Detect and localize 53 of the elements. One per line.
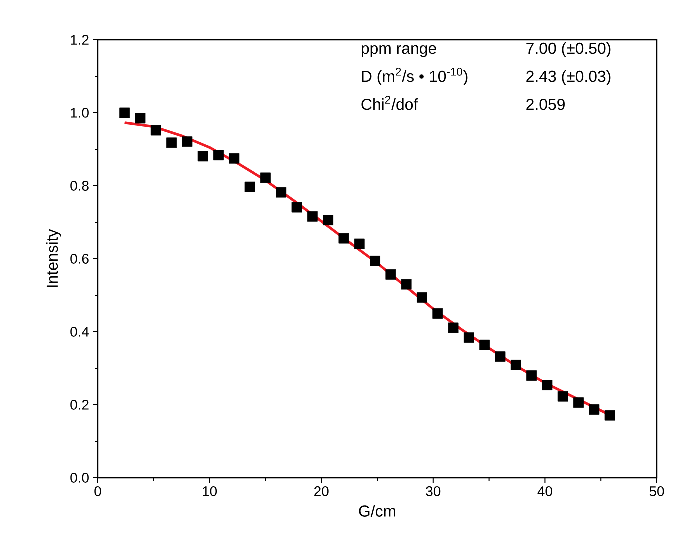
point bbox=[198, 151, 208, 162]
point bbox=[166, 138, 177, 148]
point bbox=[448, 322, 459, 334]
point bbox=[495, 352, 506, 362]
annotation: ppm range bbox=[362, 45, 436, 58]
y-tick-label: 1.2 bbox=[71, 35, 89, 45]
point bbox=[229, 153, 240, 164]
point bbox=[182, 136, 193, 148]
point bbox=[370, 256, 380, 266]
point bbox=[464, 332, 474, 344]
point bbox=[386, 269, 396, 280]
annotation: 2.059 bbox=[526, 98, 565, 110]
point bbox=[401, 279, 412, 290]
y-tick-label: 0.4 bbox=[70, 327, 90, 337]
point bbox=[526, 370, 537, 381]
point bbox=[558, 391, 568, 402]
y-tick-label: 0.0 bbox=[70, 473, 89, 483]
point bbox=[292, 202, 302, 213]
y-tick-label: 1.0 bbox=[71, 108, 89, 118]
point bbox=[323, 215, 334, 226]
point bbox=[574, 398, 584, 408]
point bbox=[135, 113, 146, 124]
y-tick-label: 0.8 bbox=[70, 181, 89, 191]
x-tick-label: 20 bbox=[314, 486, 329, 496]
x-tick-label: 10 bbox=[203, 486, 218, 496]
annotation: D (m$^{2}$/s • 10$^{-10}$) bbox=[362, 68, 468, 86]
point bbox=[260, 172, 271, 184]
point bbox=[120, 108, 130, 118]
y-axis-title: Intensity bbox=[46, 229, 62, 288]
x-tick-label: 30 bbox=[426, 486, 441, 496]
annotation: 2.43 (±0.03) bbox=[526, 70, 611, 86]
point bbox=[244, 182, 256, 192]
y-tick-label: 0.6 bbox=[70, 254, 89, 264]
point bbox=[604, 410, 616, 421]
point bbox=[480, 340, 490, 350]
point bbox=[589, 404, 600, 415]
x-tick-label: 0 bbox=[94, 486, 102, 496]
point bbox=[214, 150, 224, 161]
point bbox=[307, 211, 318, 222]
y-tick-label: 0.2 bbox=[70, 400, 89, 410]
annotation: Chi$^{2}$/dof bbox=[362, 96, 418, 110]
x-tick-label: 50 bbox=[650, 486, 664, 496]
point bbox=[510, 360, 522, 370]
point bbox=[432, 308, 444, 319]
point bbox=[150, 125, 162, 136]
point bbox=[354, 238, 365, 250]
point bbox=[276, 187, 287, 198]
x-axis-title: G/cm bbox=[359, 505, 396, 517]
point bbox=[417, 292, 428, 303]
x-tick-label: 40 bbox=[538, 486, 552, 496]
point bbox=[338, 233, 350, 244]
point bbox=[542, 380, 553, 390]
annotation: 7.00 (±0.50) bbox=[526, 42, 611, 58]
